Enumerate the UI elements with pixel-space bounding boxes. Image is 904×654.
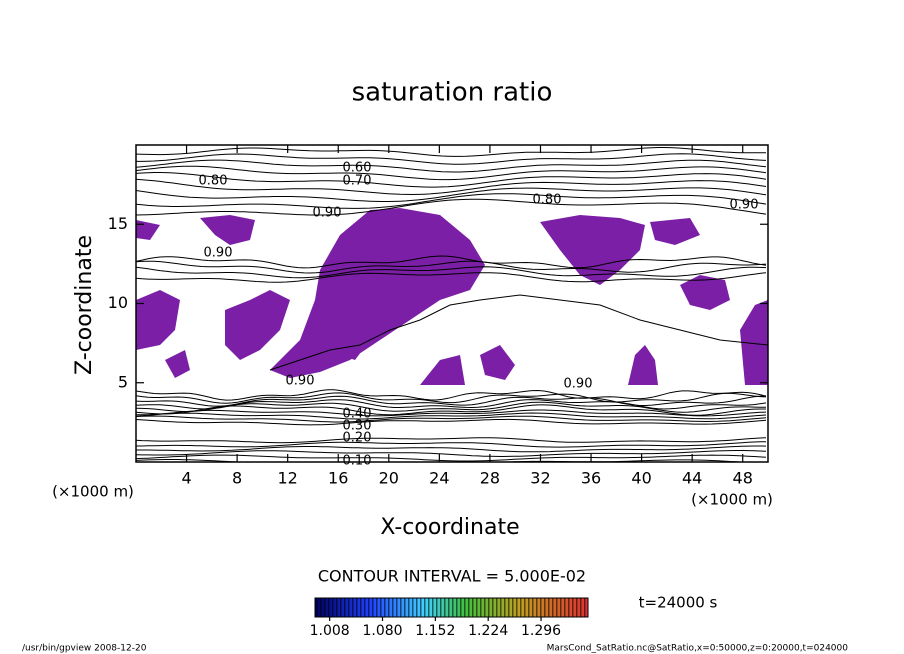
fill-region (420, 355, 465, 385)
supersaturated-regions (136, 208, 768, 385)
contour-line (136, 153, 767, 165)
contour-line (136, 450, 767, 458)
x-tick-label: 36 (581, 469, 601, 488)
contour-label: 0.80 (199, 174, 228, 189)
fill-region (480, 345, 515, 380)
contour-label: 0.80 (533, 193, 562, 208)
contour-line (136, 266, 767, 279)
contour-line (136, 395, 767, 407)
contour-line (136, 401, 767, 413)
contour-line (136, 147, 767, 157)
y-tick-label: 10 (108, 293, 128, 312)
contour-line (136, 409, 767, 417)
contour-label: 0.60 (343, 161, 372, 176)
colorbar-tick-label: 1.008 (310, 623, 350, 639)
footer-left: /usr/bin/gpview 2008-12-20 (22, 644, 147, 654)
contour-line (136, 172, 767, 188)
colorbar-tick-label: 1.296 (521, 623, 561, 639)
contour-label: 0.90 (204, 246, 233, 261)
contour-line (136, 198, 767, 216)
fill-region (225, 290, 290, 360)
x-tick-label: 4 (181, 469, 191, 488)
fill-region (740, 300, 768, 385)
x-axis-label: X-coordinate (380, 515, 519, 540)
contour-lines (136, 147, 768, 474)
contour-line (136, 255, 767, 269)
fill-region (200, 215, 255, 245)
contour-label: 0.20 (343, 431, 372, 446)
plot-area (136, 147, 768, 474)
contour-line (136, 454, 767, 462)
x-tick-label: 12 (278, 469, 298, 488)
x-tick-label: 8 (232, 469, 242, 488)
fill-region (136, 290, 180, 350)
contour-label: 0.40 (343, 407, 372, 422)
fill-region (628, 345, 658, 385)
colorbar-stripes (315, 598, 588, 617)
fill-region (270, 208, 485, 378)
contour-label: 0.90 (564, 377, 593, 392)
x-tick-label: 44 (682, 469, 702, 488)
contour-line (136, 464, 766, 469)
contour-line (136, 441, 767, 448)
y-tick-label: 15 (108, 214, 128, 233)
y-tick-label: 5 (118, 372, 128, 391)
contour-line (136, 272, 767, 283)
x-tick-label: 20 (379, 469, 399, 488)
x-tick-label: 32 (530, 469, 550, 488)
colorbar-tick-label: 1.080 (362, 623, 402, 639)
y-unit-label: (×1000 m) (52, 483, 134, 501)
contour-line (136, 459, 747, 462)
colorbar-axis: 1.008 1.080 1.152 1.224 1.296 (310, 617, 561, 639)
contour-line (136, 415, 767, 423)
fill-region (136, 220, 160, 240)
fill-region (165, 350, 190, 378)
axes: 4 8 12 16 20 24 28 32 36 40 44 48510150.600.700.800… (108, 145, 768, 488)
time-label: t=24000 s (639, 594, 718, 612)
colorbar-tick-label: 1.224 (468, 623, 508, 639)
contour-line (136, 178, 767, 196)
x-unit-label: (×1000 m) (691, 491, 773, 509)
fill-region (340, 320, 370, 360)
contour-line (136, 392, 767, 404)
contour-line (136, 187, 767, 202)
contour-label: 0.90 (286, 374, 315, 389)
contour-line (136, 412, 767, 420)
contour-line (136, 159, 767, 173)
fill-region (540, 215, 645, 285)
contour-label: 0.70 (343, 174, 372, 189)
y-axis-label: Z-coordinate (72, 235, 97, 375)
x-tick-label: 28 (480, 469, 500, 488)
contour-label: 0.10 (343, 454, 372, 469)
contour-line (136, 260, 767, 274)
contour-line (269, 294, 768, 371)
contour-line (136, 389, 767, 401)
contour-line (136, 437, 767, 444)
x-tick-label: 24 (429, 469, 449, 488)
contour-label: 0.90 (730, 198, 759, 213)
x-tick-label: 40 (631, 469, 651, 488)
contour-line (136, 469, 766, 474)
contour-line (136, 418, 767, 426)
contour-interval: CONTOUR INTERVAL = 5.000E-02 (318, 567, 586, 586)
fill-region (650, 218, 700, 245)
contour-label: 0.30 (343, 419, 372, 434)
contour-label: 0.90 (313, 206, 342, 221)
contour-line (136, 445, 767, 453)
x-tick-label: 48 (733, 469, 753, 488)
chart-title: saturation ratio (352, 78, 553, 108)
fill-region (680, 275, 730, 310)
colorbar-tick-label: 1.152 (415, 623, 455, 639)
contour-line (136, 165, 767, 181)
contour-line (136, 404, 766, 416)
footer-right: MarsCond_SatRatio.nc@SatRatio,x=0:50000,… (547, 644, 849, 654)
x-tick-label: 16 (328, 469, 348, 488)
contour-line (136, 193, 767, 209)
